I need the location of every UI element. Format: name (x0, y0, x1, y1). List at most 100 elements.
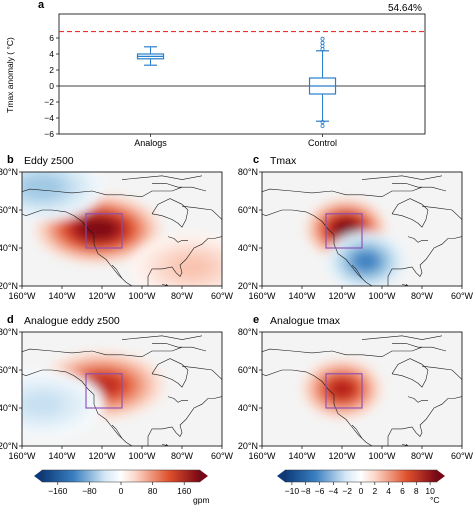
x-tick-label: 160°W (8, 451, 36, 461)
colorbar-tick-label: 0 (119, 486, 124, 496)
y-tick-label: −2 (44, 97, 54, 107)
coastline-segment (391, 198, 429, 228)
coastline-segment (111, 424, 123, 439)
coastline-segment (167, 236, 188, 243)
coastline-segment (151, 198, 189, 228)
colorbar-tick-label: 4 (386, 486, 391, 496)
colorbar-gpm-gradient (42, 470, 200, 482)
anomaly-blobs (306, 199, 406, 286)
map-frame (21, 171, 223, 287)
x-tick-label: 120°W (88, 291, 116, 301)
x-tick-label: Control (308, 138, 337, 148)
colorbar-degc-ticks: −10 −8 −6 −4 −2 0 2 4 6 8 10 (285, 482, 435, 496)
coastline-segment (152, 183, 207, 192)
coastline-segment (22, 369, 133, 446)
outlier-point (320, 44, 325, 49)
y-tick-label: 6 (49, 33, 54, 43)
y-axis-label: Tmax anomaly ( °C) (5, 37, 15, 113)
outlier-point (320, 120, 325, 125)
coastline-segment (361, 335, 443, 340)
colorbar-gpm-ticks: −160 −80 0 80 160 (48, 482, 192, 496)
x-tick-label: 80°W (411, 291, 434, 301)
x-tick-label: 60°W (451, 291, 474, 301)
colorbar-tick-label: −2 (342, 486, 352, 496)
colorbar-degc-gradient (285, 470, 437, 482)
x-tick-label: 120°W (328, 451, 356, 461)
region-box (325, 373, 363, 409)
y-tick-label: 40°N (0, 403, 18, 413)
boxplot-panel: −6 −4 −2 0 2 4 6 Analogs Control (44, 13, 426, 148)
region-box (325, 213, 363, 249)
x-tick-label: 100°W (368, 451, 396, 461)
x-tick-label: 100°W (128, 451, 156, 461)
x-tick-label: 160°W (248, 451, 276, 461)
colorbar-degc-unit: °C (430, 495, 440, 505)
colorbar-arrow-right (437, 470, 445, 482)
coastline-segment (152, 343, 207, 352)
coastline-segment (181, 365, 222, 380)
colorbar-degc (277, 469, 445, 483)
colorbar-gpm-unit: gpm (193, 495, 210, 505)
panel-title-c: Tmax (270, 155, 297, 167)
colorbar-tick-label: −4 (329, 486, 339, 496)
coastline-segment (262, 369, 373, 446)
map-panel-c: 160°W 140°W 120°W 100°W 80°W 60°W 80°N 60°N 40°N… (238, 167, 474, 301)
coastline-segment (407, 396, 428, 403)
y-tick-label: 80°N (238, 167, 258, 177)
coastline (262, 335, 462, 446)
box-control (308, 36, 337, 129)
x-tick-label: 80°W (411, 451, 434, 461)
anomaly-contour (22, 176, 62, 199)
coastline-segment (407, 236, 428, 243)
y-tick-label: 20°N (238, 281, 258, 291)
anomaly-field (22, 351, 164, 439)
coastline-segment (351, 424, 363, 439)
y-tick-label: 20°N (0, 281, 18, 291)
panel-label-c: c (253, 154, 259, 166)
anomaly-field (306, 199, 406, 286)
colorbar-tick-label: −8 (301, 486, 311, 496)
coastline-segment (181, 205, 222, 220)
y-tick-label: 20°N (0, 441, 18, 451)
coastline-segment (392, 183, 447, 192)
colorbar-tick-label: −160 (48, 486, 67, 496)
y-tick-label: −4 (44, 113, 54, 123)
coastline-segment (391, 358, 429, 388)
coastline-segment (147, 236, 222, 286)
y-tick-label: 60°N (238, 365, 258, 375)
colorbar-arrow-left (34, 470, 42, 482)
panel-title-d: Analogue eddy z500 (24, 315, 120, 327)
coastline-segment (361, 175, 443, 180)
anomaly-contour (353, 251, 379, 271)
coastline-segment (392, 343, 447, 352)
y-tick-label: −6 (44, 129, 54, 139)
y-tick-label: 20°N (238, 441, 258, 451)
colorbar-tick-label: 8 (414, 486, 419, 496)
map-panel-d: 160°W 140°W 120°W 100°W 80°W 60°W 80°N 60°N 40°N… (0, 327, 234, 461)
anomaly-blobs (302, 359, 382, 419)
x-tick-label: 140°W (288, 451, 316, 461)
colorbar-tick-label: 6 (400, 486, 405, 496)
y-tick-label: 80°N (0, 167, 18, 177)
coastline-segment (387, 396, 462, 446)
x-tick-label: Analogs (134, 138, 167, 148)
colorbar-arrow-right (200, 470, 208, 482)
coastline (22, 335, 222, 446)
y-tick-label: 60°N (238, 205, 258, 215)
anomaly-field (302, 359, 382, 419)
panel-label-e: e (253, 314, 259, 326)
x-tick-label: 120°W (88, 451, 116, 461)
colorbar-tick-label: 2 (372, 486, 377, 496)
region-box (85, 213, 123, 249)
panel-label-b: b (7, 154, 14, 166)
coastline-segment (151, 358, 189, 388)
outlier-point (320, 40, 325, 45)
coastline-segment (351, 264, 363, 279)
outlier-point (320, 124, 325, 129)
coastline-segment (161, 443, 169, 446)
y-tick-label: 2 (49, 65, 54, 75)
colorbar-tick-label: 0 (359, 486, 364, 496)
x-tick-label: 100°W (368, 291, 396, 301)
panel-label-a: a (38, 0, 45, 11)
y-tick-label: 80°N (238, 327, 258, 337)
